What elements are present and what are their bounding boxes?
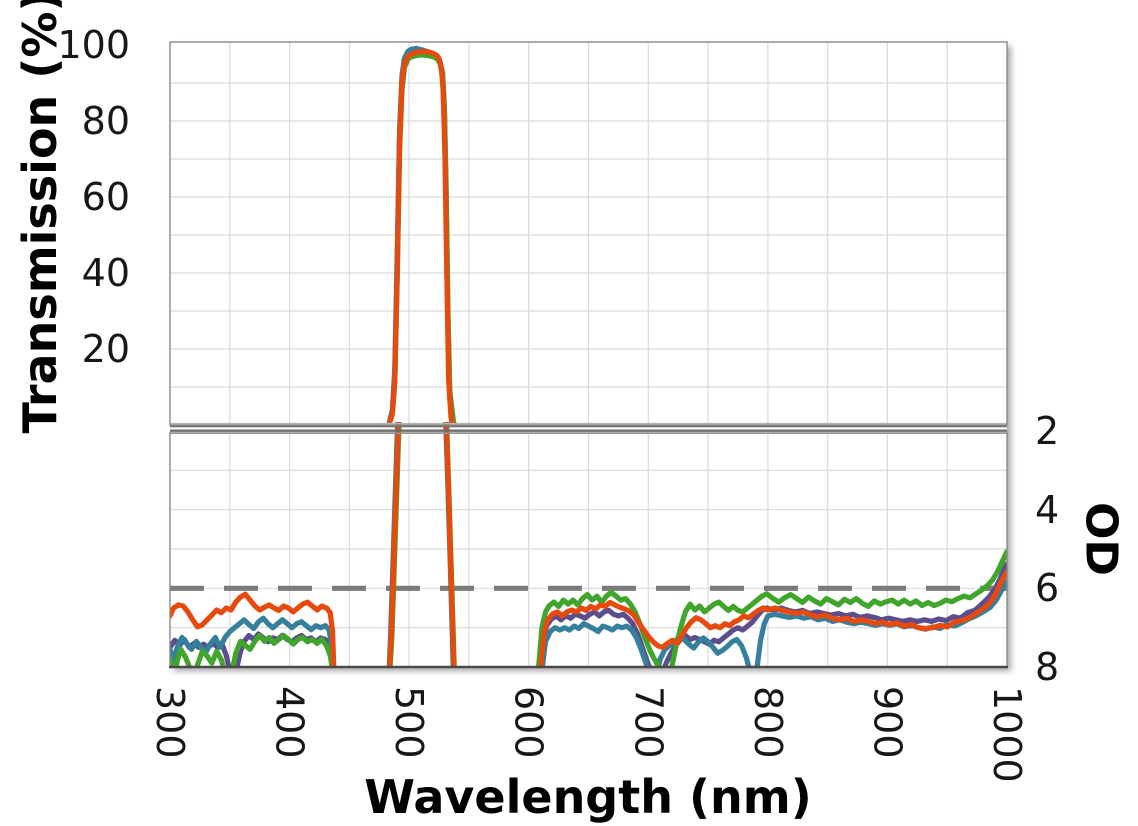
x-axis-title: Wavelength (nm): [364, 770, 812, 824]
x-tick-400: 400: [267, 686, 312, 759]
od-tick-2: 2: [1035, 409, 1060, 453]
x-tick-600: 600: [506, 686, 551, 759]
x-tick-500: 500: [387, 686, 432, 759]
y-tick-80: 80: [81, 99, 130, 143]
x-tick-900: 900: [865, 686, 910, 759]
y-tick-40: 40: [81, 251, 130, 295]
od-tick-4: 4: [1035, 487, 1060, 532]
x-tick-300: 300: [148, 686, 192, 759]
x-tick-1000: 1000: [985, 686, 1029, 783]
od-tick-8: 8: [1035, 645, 1060, 689]
od-tick-6: 6: [1035, 566, 1060, 611]
y-tick-20: 20: [81, 327, 130, 371]
x-tick-700: 700: [626, 686, 671, 759]
y-tick-60: 60: [81, 175, 130, 219]
x-tick-800: 800: [745, 686, 790, 759]
y-tick-100: 100: [57, 23, 130, 67]
right-axis-title: OD: [1075, 502, 1127, 576]
